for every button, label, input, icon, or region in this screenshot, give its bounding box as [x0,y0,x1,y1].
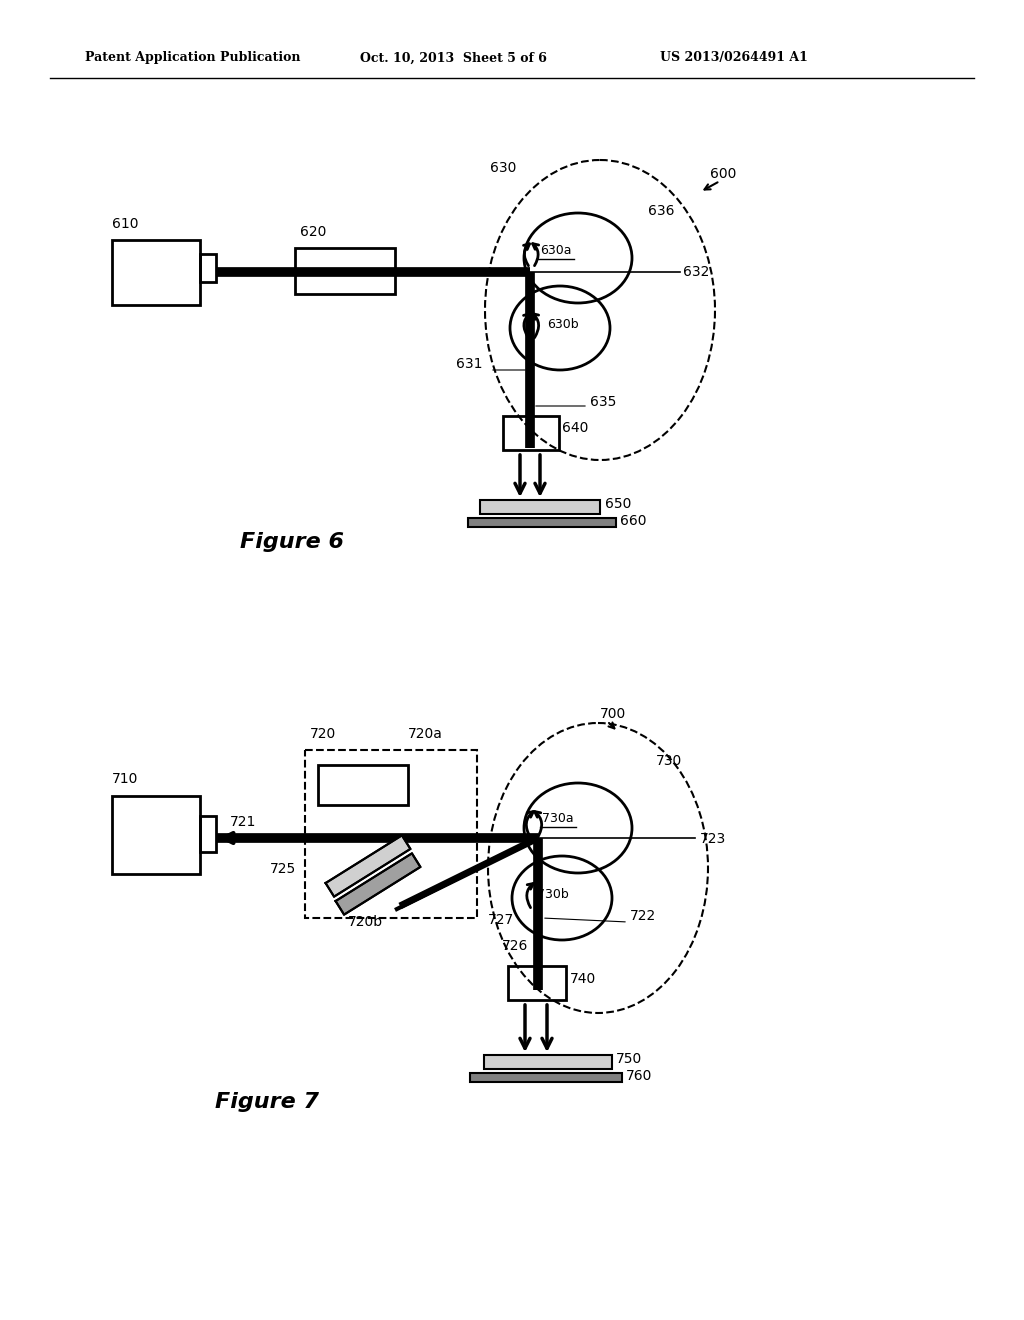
Text: 631: 631 [456,356,482,371]
Polygon shape [336,853,421,915]
Bar [200,253,216,282]
Bar [484,1055,612,1069]
Bar [295,248,395,294]
Text: 723: 723 [700,832,726,846]
Text: 720a: 720a [408,727,442,741]
Text: 760: 760 [626,1069,652,1082]
Text: 726: 726 [502,939,528,953]
Text: 630a: 630a [541,244,571,257]
Text: 740: 740 [570,972,596,986]
Text: 721: 721 [230,814,256,829]
Text: 660: 660 [620,513,646,528]
Text: 630: 630 [490,161,516,176]
Text: Figure 7: Figure 7 [215,1092,319,1111]
Text: 725: 725 [270,862,296,876]
Bar [470,1073,622,1082]
Text: 620: 620 [300,224,327,239]
Text: 600: 600 [710,168,736,181]
Text: Oct. 10, 2013  Sheet 5 of 6: Oct. 10, 2013 Sheet 5 of 6 [360,51,547,65]
Text: 635: 635 [590,395,616,409]
Text: 730a: 730a [542,812,573,825]
Text: 720b: 720b [348,915,383,929]
Text: 630b: 630b [547,318,579,331]
Text: 720: 720 [310,727,336,741]
Text: 700: 700 [600,708,627,721]
Bar [318,766,408,805]
Bar [200,816,216,851]
Bar [112,240,200,305]
Text: Figure 6: Figure 6 [240,532,344,552]
Text: 636: 636 [648,205,675,218]
Bar [305,750,477,917]
Text: Patent Application Publication: Patent Application Publication [85,51,300,65]
Text: US 2013/0264491 A1: US 2013/0264491 A1 [660,51,808,65]
Bar [508,966,566,1001]
Bar [468,517,616,527]
Text: 722: 722 [630,909,656,923]
Text: 730: 730 [656,754,682,768]
Text: 727: 727 [488,913,514,927]
Text: 750: 750 [616,1052,642,1067]
Text: 610: 610 [112,216,138,231]
Text: 650: 650 [605,498,632,511]
Polygon shape [326,836,411,896]
Bar [112,796,200,874]
Text: 632: 632 [683,265,710,279]
Text: 710: 710 [112,772,138,785]
Bar [480,500,600,513]
Text: 640: 640 [562,421,589,436]
Text: 730b: 730b [538,888,569,902]
Bar [503,416,559,450]
